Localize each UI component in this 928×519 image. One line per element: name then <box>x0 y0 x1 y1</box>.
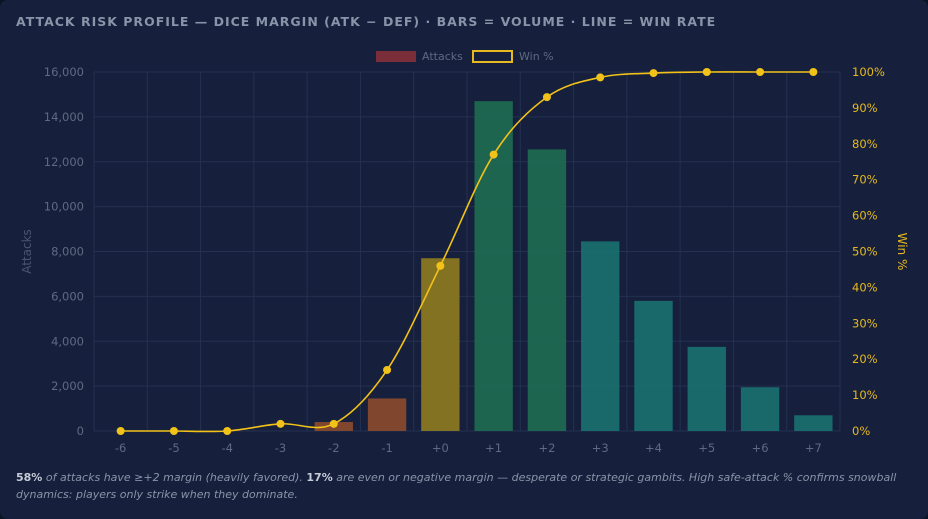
y2-tick-label: 30% <box>852 316 878 330</box>
bar-+0 <box>421 258 460 431</box>
bar-+5 <box>687 346 726 431</box>
y2-tick-label: 60% <box>852 209 878 223</box>
bar--1 <box>367 398 407 431</box>
x-tick-label: +5 <box>698 441 715 455</box>
legend-item-attacks[interactable]: Attacks <box>376 50 463 63</box>
y2-tick-label: 20% <box>852 352 878 366</box>
x-tick-label: +7 <box>805 441 822 455</box>
y2-tick-label: 90% <box>852 101 878 115</box>
x-tick-label: +6 <box>752 441 769 455</box>
win-rate-point-+6 <box>756 68 765 76</box>
y-tick-label: 8,000 <box>51 245 84 259</box>
footnote-pct-favored: 58% <box>16 471 43 484</box>
y-tick-label: 16,000 <box>44 65 84 79</box>
y2-tick-label: 80% <box>852 137 878 151</box>
y2-tick-label: 70% <box>852 173 878 187</box>
win-rate-point--5 <box>169 427 178 435</box>
x-tick-label: +4 <box>645 441 662 455</box>
y-tick-label: 4,000 <box>51 334 84 348</box>
footnote-pct-gambits: 17% <box>306 471 333 484</box>
chart-title: ATTACK RISK PROFILE — DICE MARGIN (ATK −… <box>16 14 717 29</box>
y2-tick-label: 100% <box>852 65 885 79</box>
y2-tick-label: 40% <box>852 280 878 294</box>
y2-tick-label: 0% <box>852 424 870 438</box>
legend-swatch-line <box>472 50 513 63</box>
y-tick-label: 10,000 <box>44 200 84 214</box>
x-tick-label: -2 <box>328 441 339 455</box>
bar-+6 <box>740 387 780 431</box>
win-rate-point-+7 <box>809 68 818 76</box>
x-tick-label: -3 <box>275 441 286 455</box>
bar-+7 <box>794 415 833 431</box>
bar-+3 <box>581 241 620 431</box>
x-tick-label: +3 <box>592 441 609 455</box>
win-rate-line <box>120 71 814 433</box>
y-tick-label: 12,000 <box>44 155 84 169</box>
legend-swatch-bars <box>376 51 416 62</box>
y-tick-label: 14,000 <box>44 110 84 124</box>
win-rate-point--4 <box>223 427 232 435</box>
y2-tick-label: 10% <box>852 388 878 402</box>
win-rate-point-+5 <box>702 68 711 76</box>
y-tick-label: 2,000 <box>51 379 84 393</box>
win-rate-point--1 <box>383 365 392 374</box>
win-rate-point-+0 <box>436 261 445 270</box>
y2-axis-title: Win % <box>895 233 909 271</box>
x-tick-label: +1 <box>485 441 502 455</box>
win-rate-point-+3 <box>596 73 605 82</box>
y-tick-label: 6,000 <box>51 289 84 303</box>
y2-tick-label: 50% <box>852 245 878 259</box>
win-rate-point-+4 <box>649 69 658 78</box>
x-tick-label: -1 <box>381 441 392 455</box>
y-axis-title: Attacks <box>20 229 34 274</box>
x-tick-label: -4 <box>221 441 232 455</box>
legend-label-attacks: Attacks <box>422 50 463 63</box>
win-rate-point--3 <box>276 419 285 428</box>
win-rate-point--6 <box>116 427 125 435</box>
x-tick-label: +2 <box>538 441 555 455</box>
footnote-text-gambits: are even or negative margin — desperate … <box>16 471 897 501</box>
footnote: 58% of attacks have ≥+2 margin (heavily … <box>16 469 911 503</box>
footnote-text-favored: of attacks have ≥+2 margin (heavily favo… <box>42 471 307 484</box>
x-tick-label: -6 <box>115 441 126 455</box>
y-tick-label: 0 <box>77 424 84 438</box>
win-rate-point-+2 <box>542 93 551 102</box>
legend-item-win-rate[interactable]: Win % <box>472 50 554 63</box>
x-tick-label: +0 <box>432 441 449 455</box>
win-rate-point-+1 <box>489 150 498 159</box>
win-rate-point--2 <box>329 419 338 428</box>
bar-+2 <box>527 149 567 432</box>
x-tick-label: -5 <box>168 441 179 455</box>
legend-label-win-rate: Win % <box>519 50 554 63</box>
bar-+4 <box>634 300 673 431</box>
